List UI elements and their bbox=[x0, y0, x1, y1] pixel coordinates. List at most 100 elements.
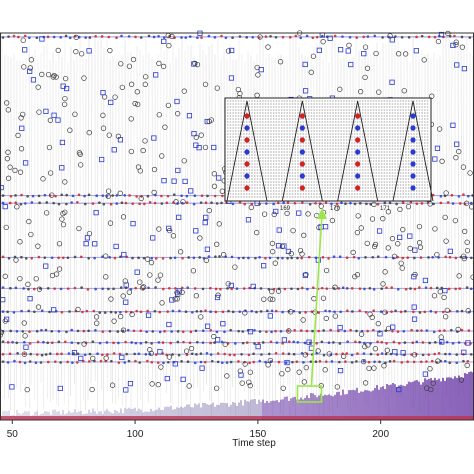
activity-bar bbox=[420, 384, 422, 420]
row-marker bbox=[181, 330, 185, 334]
circle-marker bbox=[120, 327, 127, 333]
row-marker bbox=[121, 329, 125, 333]
circle-marker bbox=[215, 292, 221, 298]
row-marker bbox=[398, 341, 401, 345]
square-marker bbox=[220, 321, 226, 327]
row-marker bbox=[40, 328, 43, 332]
row-marker bbox=[195, 309, 199, 313]
row-marker bbox=[317, 329, 320, 333]
circle-marker bbox=[373, 50, 379, 57]
row-marker bbox=[146, 309, 149, 313]
circle-marker bbox=[143, 74, 149, 80]
row-marker bbox=[91, 340, 95, 344]
activity-bar bbox=[46, 411, 48, 420]
row-marker bbox=[225, 361, 229, 364]
row-marker bbox=[242, 256, 245, 260]
row-marker bbox=[76, 341, 80, 345]
square-marker bbox=[345, 48, 351, 54]
row-marker bbox=[137, 256, 140, 260]
row-marker bbox=[400, 35, 404, 39]
row-marker bbox=[209, 341, 212, 345]
activity-bar bbox=[406, 384, 408, 420]
activity-bar bbox=[4, 410, 6, 420]
inset-frame bbox=[224, 97, 432, 202]
row-marker bbox=[210, 359, 214, 363]
row-marker bbox=[48, 352, 52, 355]
circle-marker bbox=[47, 117, 54, 123]
circle-marker bbox=[216, 221, 222, 227]
square-marker bbox=[100, 89, 106, 96]
activity-bar bbox=[168, 406, 170, 420]
circle-marker bbox=[432, 226, 438, 232]
row-marker bbox=[364, 256, 367, 259]
circle-marker bbox=[456, 273, 462, 279]
circle-marker bbox=[2, 318, 8, 324]
activity-bar bbox=[182, 407, 184, 420]
circle-marker bbox=[72, 111, 78, 117]
row-marker bbox=[260, 353, 263, 356]
circle-marker bbox=[355, 213, 361, 219]
circle-marker bbox=[179, 289, 185, 295]
row-marker bbox=[433, 35, 437, 39]
row-marker bbox=[460, 328, 464, 332]
activity-bar bbox=[268, 402, 270, 420]
activity-bar bbox=[408, 381, 410, 420]
row-marker bbox=[133, 352, 136, 356]
activity-bar bbox=[402, 385, 404, 420]
row-marker bbox=[455, 361, 459, 365]
row-marker bbox=[300, 256, 303, 260]
row-marker bbox=[93, 256, 96, 260]
circle-marker bbox=[395, 241, 401, 247]
row-marker bbox=[160, 194, 163, 198]
inset-marker bbox=[299, 185, 305, 191]
row-marker bbox=[29, 352, 32, 356]
row-marker bbox=[258, 255, 261, 259]
row-marker bbox=[234, 342, 237, 345]
inset-cone-edge bbox=[392, 100, 414, 202]
row-marker bbox=[152, 35, 156, 39]
spike-trail bbox=[73, 59, 76, 385]
inset-marker bbox=[410, 125, 416, 131]
spike-trail bbox=[159, 35, 162, 416]
inset-marker bbox=[410, 113, 416, 119]
square-marker bbox=[461, 349, 467, 355]
activity-bar bbox=[188, 404, 190, 420]
row-marker bbox=[59, 36, 63, 39]
row-marker bbox=[253, 342, 256, 345]
circle-marker bbox=[157, 272, 164, 278]
row-marker bbox=[117, 361, 121, 364]
inset-marker bbox=[355, 173, 361, 179]
circle-marker bbox=[172, 296, 178, 302]
row-marker bbox=[307, 255, 311, 259]
row-marker bbox=[327, 341, 331, 345]
square-marker bbox=[255, 344, 261, 350]
activity-bar bbox=[160, 409, 162, 420]
square-marker bbox=[447, 248, 453, 254]
circle-marker bbox=[402, 51, 409, 57]
circle-marker bbox=[25, 281, 31, 287]
square-marker bbox=[284, 359, 290, 366]
circle-marker bbox=[464, 239, 470, 245]
row-marker bbox=[17, 35, 20, 39]
circle-marker bbox=[192, 60, 198, 67]
row-marker bbox=[281, 256, 284, 260]
row-marker bbox=[134, 341, 138, 345]
row-marker bbox=[39, 361, 43, 364]
row-marker bbox=[173, 256, 177, 260]
row-marker bbox=[24, 202, 27, 205]
row-marker bbox=[454, 287, 457, 291]
row-marker bbox=[80, 286, 83, 289]
circle-marker bbox=[14, 204, 20, 210]
circle-marker bbox=[461, 255, 467, 262]
activity-bar bbox=[358, 392, 360, 420]
activity-bar bbox=[292, 397, 294, 420]
row-marker bbox=[50, 256, 54, 260]
activity-bar bbox=[208, 404, 210, 420]
square-marker bbox=[397, 234, 403, 240]
circle-marker bbox=[155, 382, 161, 388]
circle-marker bbox=[455, 326, 461, 333]
row-marker bbox=[171, 309, 175, 313]
circle-marker bbox=[277, 59, 284, 65]
row-marker bbox=[352, 255, 356, 259]
row-marker bbox=[207, 34, 211, 38]
